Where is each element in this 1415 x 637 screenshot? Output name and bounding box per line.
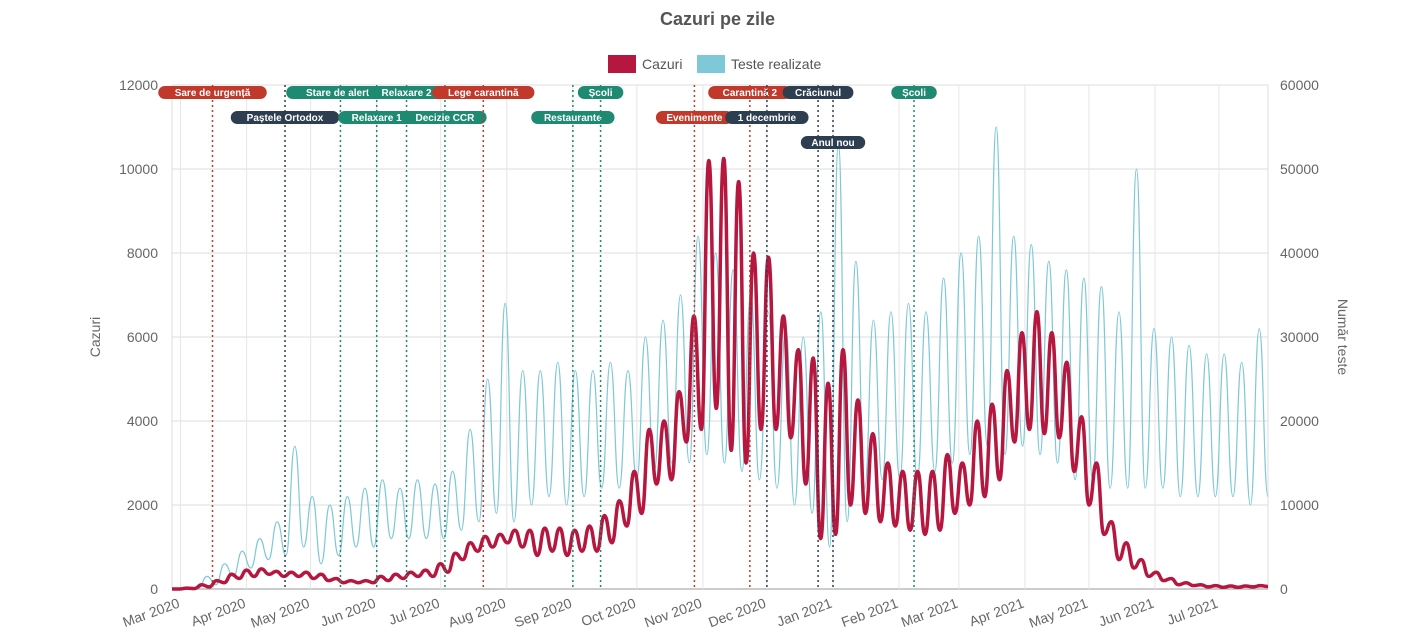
y-tick-label: 10000 [119,161,158,177]
annotation-badge [531,111,615,124]
x-tick-label: Jul 2020 [386,595,441,628]
legend-swatch [608,55,636,73]
x-tick-label: Mar 2020 [120,595,181,630]
legend-label: Teste realizate [731,56,822,72]
annotation-badge [800,136,866,149]
y-tick-label: 12000 [119,77,158,93]
annotation-label: Carantină 2 [723,88,778,99]
y-right-axis-label: Număr teste [1335,299,1351,375]
x-tick-label: May 2021 [1027,595,1090,631]
series-line-cazuri [172,156,1269,591]
legend-item-teste[interactable]: Teste realizate [697,55,821,73]
y-right-tick-label: 0 [1280,581,1288,597]
x-tick-label: Dec 2020 [706,595,768,631]
y-tick-label: 6000 [127,329,158,345]
x-tick-label: May 2020 [248,595,311,631]
annotation-label: Lege carantină [448,88,519,99]
annotation-label: Școli [589,88,613,99]
x-tick-label: Mar 2021 [899,595,960,630]
x-tick-label: Nov 2020 [642,595,704,631]
y-right-tick-label: 40000 [1280,245,1319,261]
y-right-tick-label: 30000 [1280,329,1319,345]
x-tick-label: Oct 2020 [579,595,638,630]
annotation-badge [782,86,854,99]
annotation-badge [432,86,535,99]
annotation-label: Relaxare 1 [352,113,402,124]
x-tick-label: Jun 2020 [318,595,378,630]
legend-label: Cazuri [642,56,683,72]
annotation-label: Stare de alertă [306,88,375,99]
annotation-label: Decizie CCR [415,113,475,124]
annotation-badge [577,86,624,99]
x-tick-label: Jun 2021 [1096,595,1156,630]
annotation-badge [891,86,937,99]
annotation-label: Relaxare 2 [382,88,432,99]
annotation-label: Crăciunul [795,88,841,99]
chart-title: Cazuri pe zile [659,9,776,29]
annotation-badge [368,86,446,99]
annotation-badge [286,86,395,99]
y-right-tick-label: 10000 [1280,497,1319,513]
annotation-label: Evenimente [666,113,723,124]
y-right-tick-label: 20000 [1280,413,1319,429]
annotation-badge [655,111,733,124]
annotation-badge [403,111,487,124]
x-tick-label: Apr 2020 [189,595,248,630]
y-axis-label: Cazuri [87,317,103,357]
annotation-label: Școli [902,88,926,99]
y-right-tick-label: 50000 [1280,161,1319,177]
y-tick-label: 0 [150,581,158,597]
x-tick-label: Apr 2021 [967,595,1026,630]
annotation-badge [158,86,267,99]
annotation-badge [708,86,792,99]
annotation-badge [230,111,340,124]
annotation-label: 1 decembrie [738,113,797,124]
annotation-label: Restaurante [544,113,602,124]
annotation-label: Anul nou [811,138,854,149]
annotation-badge [338,111,416,124]
y-tick-label: 8000 [127,245,158,261]
x-tick-label: Aug 2020 [446,595,508,631]
y-tick-label: 4000 [127,413,158,429]
x-tick-label: Jan 2021 [774,595,834,630]
annotation-label: Sare de urgență [175,88,251,99]
x-tick-label: Sep 2020 [512,595,574,631]
x-tick-label: Feb 2021 [839,595,900,630]
annotation-badge [725,111,809,124]
annotation-label: Paștele Ortodox [247,113,324,124]
legend-item-cazuri[interactable]: Cazuri [608,55,682,73]
y-tick-label: 2000 [127,497,158,513]
y-right-tick-label: 60000 [1280,77,1319,93]
legend-swatch [697,55,725,73]
x-tick-label: Jul 2021 [1165,595,1220,628]
